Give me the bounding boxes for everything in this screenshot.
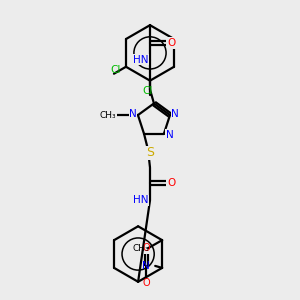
Text: Cl: Cl <box>111 65 121 75</box>
Text: S: S <box>146 146 154 159</box>
Text: Cl: Cl <box>143 85 153 96</box>
Text: O: O <box>142 243 150 253</box>
Text: O: O <box>142 278 150 288</box>
Text: CH₃: CH₃ <box>100 111 116 120</box>
Text: CH₃: CH₃ <box>132 244 149 253</box>
Text: HN: HN <box>133 195 149 205</box>
Text: N: N <box>171 109 179 119</box>
Text: HN: HN <box>133 55 149 65</box>
Text: N: N <box>129 109 137 119</box>
Text: O: O <box>168 178 176 188</box>
Text: O: O <box>168 38 176 48</box>
Text: N: N <box>166 130 174 140</box>
Text: N: N <box>142 261 150 271</box>
